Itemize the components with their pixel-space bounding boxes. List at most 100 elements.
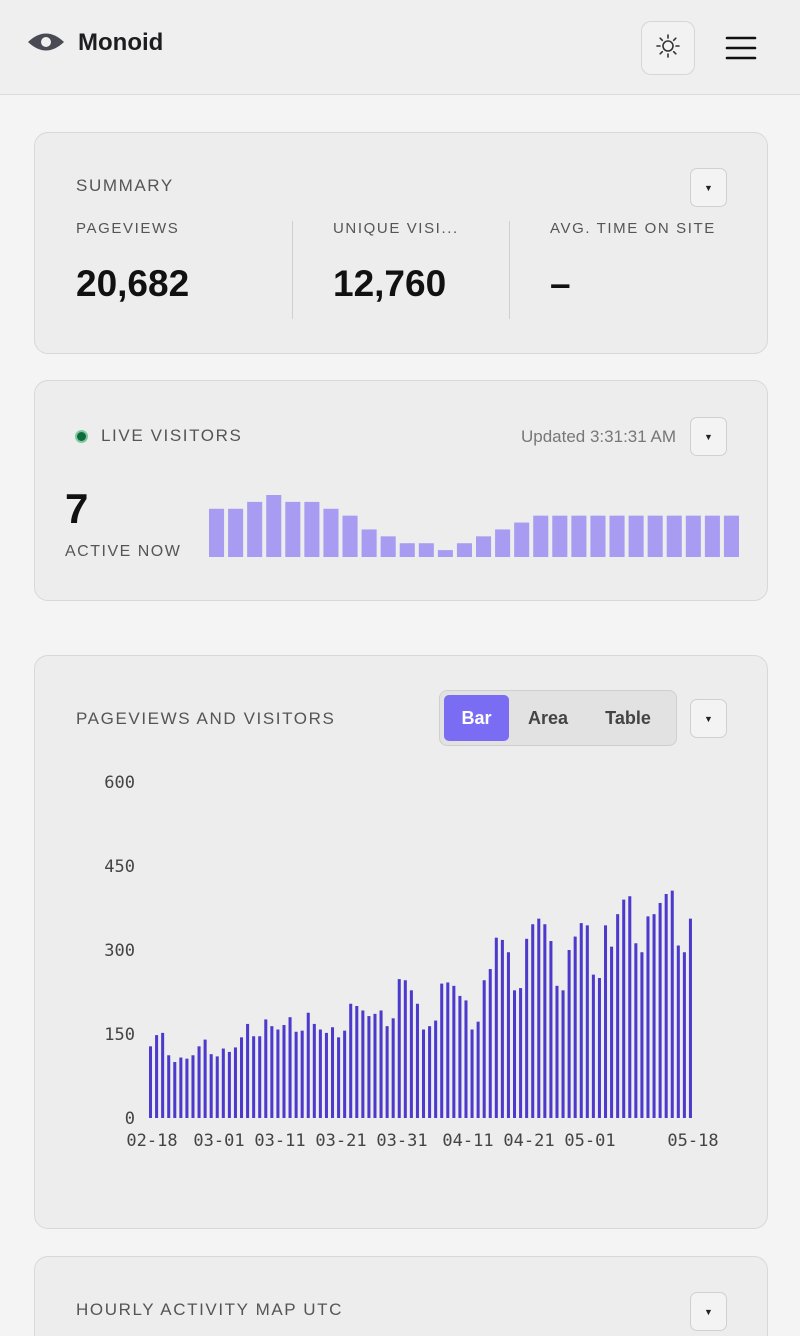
view-bar-button[interactable]: Bar	[444, 695, 509, 741]
pageviews-bar[interactable]	[591, 974, 595, 1118]
pageviews-bar[interactable]	[658, 902, 662, 1118]
pageviews-bar[interactable]	[258, 1036, 262, 1118]
hamburger-menu-icon[interactable]	[720, 27, 762, 69]
pageviews-bar[interactable]	[264, 1019, 268, 1118]
pageviews-bar[interactable]	[349, 1003, 353, 1118]
pageviews-bar[interactable]	[312, 1023, 316, 1118]
pageviews-bar[interactable]	[215, 1056, 219, 1118]
pageviews-bar[interactable]	[367, 1016, 371, 1118]
pageviews-bar[interactable]	[640, 952, 644, 1118]
pageviews-bar[interactable]	[252, 1036, 256, 1118]
pageviews-bar[interactable]	[500, 939, 504, 1118]
pageviews-bar[interactable]	[452, 985, 456, 1118]
pageviews-bar[interactable]	[652, 914, 656, 1118]
pageviews-bar[interactable]	[282, 1025, 286, 1118]
eye-icon[interactable]	[26, 27, 66, 57]
summary-dropdown-button[interactable]: ▼	[690, 168, 727, 207]
pageviews-bar[interactable]	[306, 1012, 310, 1118]
pageviews-bar[interactable]	[203, 1039, 207, 1118]
pageviews-bar[interactable]	[543, 924, 547, 1118]
pageviews-bar[interactable]	[300, 1030, 304, 1118]
pageviews-bar[interactable]	[233, 1047, 237, 1118]
pageviews-bar[interactable]	[149, 1046, 153, 1118]
pageviews-bar[interactable]	[221, 1048, 225, 1118]
pageviews-bar[interactable]	[288, 1017, 292, 1118]
pageviews-bar[interactable]	[676, 945, 680, 1118]
pageviews-bar[interactable]	[191, 1055, 195, 1118]
pageviews-bar[interactable]	[227, 1051, 231, 1118]
theme-toggle-button[interactable]	[641, 21, 695, 75]
pageviews-bar[interactable]	[403, 980, 407, 1118]
pageviews-bar[interactable]	[622, 899, 626, 1118]
pageviews-bar[interactable]	[537, 918, 541, 1118]
pageviews-bar[interactable]	[428, 1026, 432, 1118]
pageviews-bar[interactable]	[397, 979, 401, 1118]
pageviews-bar[interactable]	[476, 1021, 480, 1118]
pageviews-bar[interactable]	[331, 1027, 335, 1118]
pageviews-bar[interactable]	[343, 1030, 347, 1118]
pageviews-bar[interactable]	[179, 1057, 183, 1118]
pageviews-bar[interactable]	[379, 1010, 383, 1118]
pageviews-bar[interactable]	[579, 923, 583, 1118]
pageviews-bar[interactable]	[494, 937, 498, 1118]
pageviews-bar[interactable]	[434, 1020, 438, 1118]
pageviews-dropdown-button[interactable]: ▼	[690, 699, 727, 738]
pageviews-bar[interactable]	[616, 914, 620, 1118]
pageviews-bar[interactable]	[361, 1010, 365, 1118]
pageviews-bar[interactable]	[197, 1046, 201, 1118]
view-table-button[interactable]: Table	[605, 707, 651, 728]
pageviews-bar[interactable]	[597, 978, 601, 1118]
live-dropdown-button[interactable]: ▼	[690, 417, 727, 456]
pageviews-bar[interactable]	[664, 894, 668, 1118]
pageviews-bar[interactable]	[324, 1032, 328, 1118]
pageviews-bar[interactable]	[167, 1055, 171, 1118]
pageviews-bar[interactable]	[646, 916, 650, 1118]
pageviews-bar[interactable]	[682, 952, 686, 1118]
pageviews-bar[interactable]	[318, 1029, 322, 1118]
pageviews-bar[interactable]	[482, 980, 486, 1118]
pageviews-bar[interactable]	[567, 950, 571, 1118]
pageviews-bar[interactable]	[385, 1026, 389, 1118]
pageviews-bar[interactable]	[488, 969, 492, 1118]
pageviews-bar[interactable]	[337, 1037, 341, 1118]
pageviews-bar[interactable]	[440, 983, 444, 1118]
pageviews-bar[interactable]	[246, 1023, 250, 1118]
pageviews-bar[interactable]	[391, 1018, 395, 1118]
pageviews-bar[interactable]	[525, 938, 529, 1118]
pageviews-bar[interactable]	[173, 1062, 177, 1118]
pageviews-bar[interactable]	[446, 982, 450, 1118]
pageviews-bar[interactable]	[464, 1000, 468, 1118]
pageviews-bar[interactable]	[573, 936, 577, 1118]
heatmap-dropdown-button[interactable]: ▼	[690, 1292, 727, 1331]
pageviews-bar[interactable]	[458, 995, 462, 1118]
pageviews-bar[interactable]	[549, 941, 553, 1118]
pageviews-bar[interactable]	[531, 924, 535, 1118]
pageviews-bar[interactable]	[294, 1031, 298, 1118]
pageviews-bar[interactable]	[519, 988, 523, 1118]
pageviews-bar[interactable]	[209, 1054, 213, 1118]
pageviews-bar[interactable]	[185, 1058, 189, 1118]
pageviews-bar[interactable]	[688, 918, 692, 1118]
pageviews-bar[interactable]	[155, 1035, 159, 1118]
pageviews-bar[interactable]	[240, 1037, 244, 1118]
pageviews-bar[interactable]	[270, 1026, 274, 1118]
pageviews-bar[interactable]	[555, 985, 559, 1118]
pageviews-bar[interactable]	[670, 890, 674, 1118]
pageviews-bar[interactable]	[585, 925, 589, 1118]
pageviews-bar[interactable]	[604, 925, 608, 1118]
pageviews-bar[interactable]	[422, 1029, 426, 1118]
pageviews-bar[interactable]	[513, 990, 517, 1118]
pageviews-bar[interactable]	[409, 990, 413, 1118]
pageviews-bar[interactable]	[634, 943, 638, 1118]
view-area-button[interactable]: Area	[527, 707, 569, 728]
pageviews-bar[interactable]	[415, 1003, 419, 1118]
pageviews-bar[interactable]	[610, 946, 614, 1118]
pageviews-bar[interactable]	[506, 952, 510, 1118]
pageviews-bar[interactable]	[628, 896, 632, 1118]
app-name[interactable]: Monoid	[78, 29, 164, 56]
pageviews-bar[interactable]	[470, 1029, 474, 1118]
pageviews-bar[interactable]	[355, 1006, 359, 1118]
pageviews-bar[interactable]	[161, 1032, 165, 1118]
pageviews-bar[interactable]	[373, 1013, 377, 1118]
pageviews-bar[interactable]	[276, 1029, 280, 1118]
